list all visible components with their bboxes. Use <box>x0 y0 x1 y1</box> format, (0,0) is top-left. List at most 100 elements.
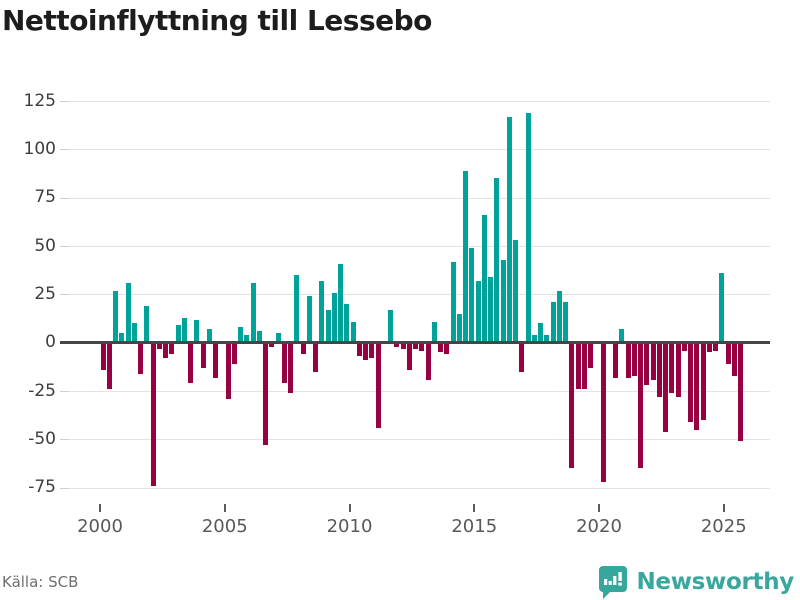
x-tick <box>223 504 226 512</box>
bar-positive <box>463 170 469 343</box>
bar-negative <box>413 342 419 349</box>
bar-positive <box>194 319 200 343</box>
bar-positive <box>256 331 262 343</box>
bar-positive <box>250 282 256 343</box>
y-tick <box>60 487 69 489</box>
x-tick <box>598 504 600 512</box>
source-label: Källa: SCB <box>2 573 79 591</box>
gridline <box>62 246 770 248</box>
bar-negative <box>163 342 169 359</box>
bar-positive <box>556 290 562 343</box>
bar-negative <box>369 342 375 359</box>
bar-negative <box>156 342 162 349</box>
bar-negative <box>625 342 631 378</box>
bar-negative <box>231 342 237 365</box>
bar-positive <box>388 309 394 343</box>
x-axis-zero-line <box>60 341 770 345</box>
bar-positive <box>131 323 137 343</box>
bar-positive <box>125 282 131 343</box>
bar-positive <box>350 321 356 343</box>
x-tick <box>473 504 476 512</box>
bar-negative <box>519 342 525 372</box>
y-axis-label: -50 <box>28 428 56 449</box>
bar-positive <box>513 240 519 343</box>
bar-negative <box>313 342 319 372</box>
bar-negative <box>269 342 275 347</box>
bar-negative <box>363 342 369 361</box>
y-axis-label: 125 <box>23 90 56 111</box>
bar-positive <box>338 263 344 343</box>
bar-negative <box>700 342 706 421</box>
y-tick <box>60 391 69 393</box>
gridline <box>62 294 770 296</box>
bar-negative <box>281 342 287 384</box>
bar-negative <box>638 342 644 469</box>
x-axis-label: 2015 <box>451 516 498 537</box>
bar-positive <box>488 277 494 343</box>
y-axis-label: 75 <box>34 187 56 208</box>
gridline <box>62 439 770 441</box>
bar-positive <box>319 280 325 343</box>
x-tick <box>722 504 725 512</box>
bar-negative <box>681 342 687 351</box>
bar-positive <box>238 327 244 343</box>
bar-negative <box>644 342 650 386</box>
bar-negative <box>288 342 294 394</box>
x-axis-label: 2000 <box>77 516 123 537</box>
bar-negative <box>669 342 675 394</box>
bar-negative <box>575 342 581 390</box>
bar-positive <box>113 290 119 343</box>
bar-positive <box>481 215 487 343</box>
bar-positive <box>619 329 625 343</box>
bar-negative <box>663 342 669 432</box>
y-tick <box>60 294 69 296</box>
bar-negative <box>225 342 231 399</box>
bar-positive <box>144 306 150 343</box>
gridline <box>62 149 770 151</box>
bar-negative <box>375 342 381 428</box>
bar-positive <box>294 275 300 343</box>
y-axis-label: 0 <box>45 332 56 353</box>
bar-negative <box>425 342 431 380</box>
brand-name: Newsworthy <box>636 569 794 595</box>
bar-positive <box>119 333 125 343</box>
bar-negative <box>213 342 219 378</box>
bar-negative <box>406 342 412 370</box>
bar-positive <box>544 335 550 343</box>
bar-negative <box>725 342 731 365</box>
bar-negative <box>731 342 737 376</box>
bar-positive <box>500 259 506 343</box>
bar-positive <box>244 335 250 343</box>
bar-negative <box>706 342 712 353</box>
y-tick <box>60 149 69 151</box>
bar-positive <box>525 112 531 343</box>
gridline <box>62 101 770 103</box>
bar-positive <box>563 302 569 343</box>
bar-negative <box>394 342 400 347</box>
bar-positive <box>456 313 462 343</box>
bar-positive <box>494 178 500 343</box>
bar-positive <box>325 309 331 343</box>
bar-negative <box>169 342 175 355</box>
bar-positive <box>538 323 544 343</box>
bar-positive <box>531 335 537 343</box>
bar-positive <box>175 325 181 343</box>
y-tick <box>60 439 69 441</box>
y-axis-label: -25 <box>28 380 56 401</box>
bar-negative <box>581 342 587 390</box>
bar-negative <box>438 342 444 353</box>
x-axis-label: 2025 <box>700 516 747 537</box>
bar-negative <box>656 342 662 397</box>
gridline <box>62 487 770 489</box>
bar-negative <box>138 342 144 374</box>
bar-negative <box>150 342 156 486</box>
bar-negative <box>713 342 719 351</box>
gridline <box>62 197 770 199</box>
y-tick <box>60 101 69 103</box>
bar-positive <box>550 302 556 343</box>
gridline <box>62 391 770 393</box>
bar-negative <box>588 342 594 368</box>
x-axis-label: 2005 <box>201 516 248 537</box>
y-axis-label: -75 <box>28 477 56 498</box>
